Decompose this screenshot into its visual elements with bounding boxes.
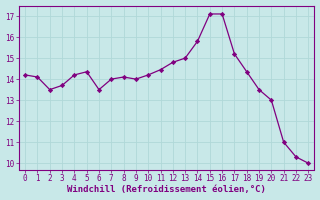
X-axis label: Windchill (Refroidissement éolien,°C): Windchill (Refroidissement éolien,°C) xyxy=(67,185,266,194)
